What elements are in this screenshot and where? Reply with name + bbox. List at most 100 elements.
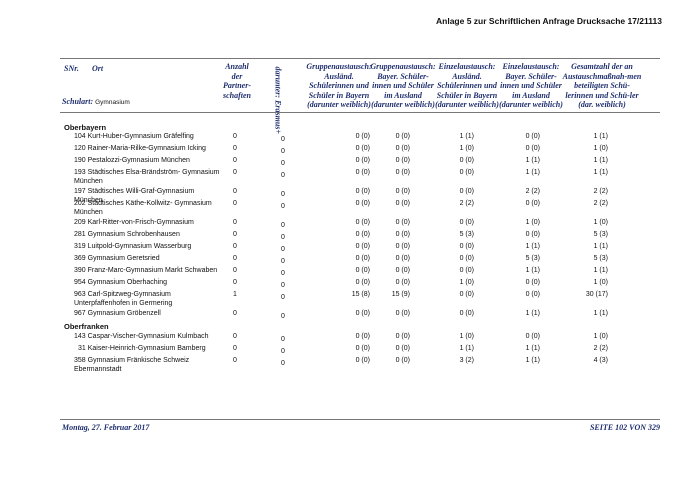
grp-bayer-value: 0 (0)	[395, 345, 410, 352]
school-name: 202 Städtisches Käthe-Kollwitz- Gymnasiu…	[74, 200, 212, 216]
gesamt-value: 2 (2)	[593, 345, 608, 352]
section-title-oberbayern: Oberbayern	[64, 123, 107, 132]
grp-bayer-value: 0 (0)	[395, 219, 410, 226]
einz-bayer-value: 1 (1)	[525, 157, 540, 164]
gesamt-value: 1 (1)	[593, 267, 608, 274]
erasmus-count: 0	[281, 222, 285, 229]
partner-count: 0	[233, 310, 237, 317]
grp-ausl-value: 0 (0)	[355, 188, 370, 195]
einz-ausl-value: 1 (1)	[459, 133, 474, 140]
erasmus-count: 0	[281, 348, 285, 355]
einz-bayer-value: 1 (1)	[525, 310, 540, 317]
einz-ausl-value: 1 (0)	[459, 333, 474, 340]
partner-count: 0	[233, 200, 237, 207]
gesamt-value: 1 (0)	[593, 145, 608, 152]
school-name: 954 Gymnasium Oberhaching	[74, 279, 167, 286]
gesamt-value: 1 (1)	[593, 157, 608, 164]
einz-bayer-value: 2 (2)	[525, 188, 540, 195]
school-name: 143 Caspar-Vischer-Gymnasium Kulmbach	[74, 333, 209, 340]
grp-bayer-value: 0 (0)	[395, 188, 410, 195]
partner-count: 0	[233, 231, 237, 238]
school-name: 190 Pestalozzi-Gymnasium München	[74, 157, 190, 164]
header-schulart-value: Gymnasium	[95, 99, 130, 106]
grp-bayer-value: 0 (0)	[395, 145, 410, 152]
partner-count: 0	[233, 145, 237, 152]
header-einz-bayer: Einzelaustausch: Bayer. Schüler-innen un…	[499, 62, 563, 109]
grp-bayer-value: 15 (9)	[391, 291, 410, 298]
header-ort: Ort	[92, 64, 104, 73]
einz-ausl-value: 0 (0)	[459, 169, 474, 176]
school-name: 281 Gymnasium Schrobenhausen	[74, 231, 180, 238]
gesamt-value: 1 (1)	[593, 310, 608, 317]
header-schulart-label: Schulart:	[62, 97, 94, 106]
partner-count: 0	[233, 345, 237, 352]
einz-bayer-value: 0 (0)	[525, 200, 540, 207]
grp-bayer-value: 0 (0)	[395, 255, 410, 262]
school-name: 120 Rainer-Maria-Rilke-Gymnasium Icking	[74, 145, 206, 152]
erasmus-count: 0	[281, 258, 285, 265]
einz-ausl-value: 0 (0)	[459, 267, 474, 274]
grp-ausl-value: 0 (0)	[355, 279, 370, 286]
header-rule-bottom	[60, 112, 660, 113]
einz-bayer-value: 1 (1)	[525, 357, 540, 364]
school-name: 963 Carl-Spitzweg-Gymnasium Unterpfaffen…	[74, 291, 173, 307]
partner-count: 0	[233, 169, 237, 176]
einz-ausl-value: 3 (2)	[459, 357, 474, 364]
einz-ausl-value: 0 (0)	[459, 291, 474, 298]
grp-ausl-value: 0 (0)	[355, 169, 370, 176]
einz-ausl-value: 0 (0)	[459, 188, 474, 195]
school-name: 967 Gymnasium Gröbenzell	[74, 310, 161, 317]
einz-bayer-value: 0 (0)	[525, 333, 540, 340]
gesamt-value: 1 (0)	[593, 279, 608, 286]
grp-ausl-value: 0 (0)	[355, 333, 370, 340]
grp-bayer-value: 0 (0)	[395, 157, 410, 164]
header-snr: SNr.	[64, 64, 79, 73]
partner-count: 0	[233, 279, 237, 286]
erasmus-count: 0	[281, 336, 285, 343]
grp-bayer-value: 0 (0)	[395, 133, 410, 140]
einz-ausl-value: 0 (0)	[459, 310, 474, 317]
grp-ausl-value: 0 (0)	[355, 345, 370, 352]
einz-bayer-value: 0 (0)	[525, 279, 540, 286]
einz-bayer-value: 1 (1)	[525, 243, 540, 250]
partner-count: 0	[233, 188, 237, 195]
partner-count: 0	[233, 243, 237, 250]
page-header: Anlage 5 zur Schriftlichen Anfrage Druck…	[436, 16, 662, 26]
grp-ausl-value: 0 (0)	[355, 243, 370, 250]
school-name: 31 Kaiser-Heinrich-Gymnasium Bamberg	[78, 345, 206, 352]
grp-bayer-value: 0 (0)	[395, 231, 410, 238]
einz-ausl-value: 0 (0)	[459, 243, 474, 250]
einz-ausl-value: 2 (2)	[459, 200, 474, 207]
einz-ausl-value: 1 (1)	[459, 345, 474, 352]
einz-bayer-value: 1 (1)	[525, 169, 540, 176]
erasmus-count: 0	[281, 234, 285, 241]
school-name: 209 Karl-Ritter-von-Frisch-Gymnasium	[74, 219, 194, 226]
grp-ausl-value: 0 (0)	[355, 133, 370, 140]
gesamt-value: 1 (0)	[593, 219, 608, 226]
grp-ausl-value: 15 (8)	[351, 291, 370, 298]
grp-ausl-value: 0 (0)	[355, 357, 370, 364]
grp-bayer-value: 0 (0)	[395, 279, 410, 286]
erasmus-count: 0	[281, 160, 285, 167]
header-erasmus: darunter: Erasmus+	[273, 66, 283, 134]
partner-count: 1	[233, 291, 237, 298]
grp-bayer-value: 0 (0)	[395, 333, 410, 340]
erasmus-count: 0	[281, 172, 285, 179]
grp-bayer-value: 0 (0)	[395, 357, 410, 364]
partner-count: 0	[233, 133, 237, 140]
grp-ausl-value: 0 (0)	[355, 219, 370, 226]
erasmus-count: 0	[281, 313, 285, 320]
gesamt-value: 1 (1)	[593, 243, 608, 250]
footer-rule	[60, 419, 660, 420]
header-partner: Anzahl der Partner-schaften	[223, 62, 251, 100]
school-name: 390 Franz-Marc-Gymnasium Markt Schwaben	[74, 267, 218, 274]
header-grp-bayer: Gruppenaustausch: Bayer. Schüler-innen u…	[370, 62, 436, 109]
einz-bayer-value: 0 (0)	[525, 145, 540, 152]
grp-ausl-value: 0 (0)	[355, 157, 370, 164]
partner-count: 0	[233, 157, 237, 164]
school-name: 193 Städtisches Elsa-Brändström- Gymnasi…	[74, 169, 220, 185]
einz-ausl-value: 0 (0)	[459, 219, 474, 226]
einz-ausl-value: 0 (0)	[459, 255, 474, 262]
grp-ausl-value: 0 (0)	[355, 310, 370, 317]
footer-page: SEITE 102 VON 329	[589, 423, 660, 432]
